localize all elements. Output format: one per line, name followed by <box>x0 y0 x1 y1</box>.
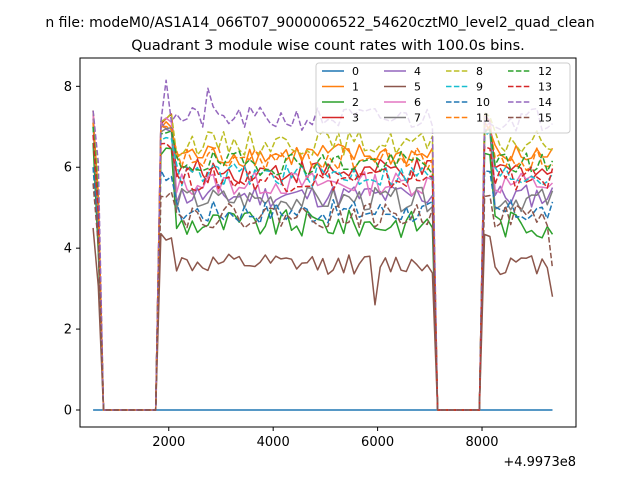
legend-label-8: 8 <box>476 65 483 78</box>
legend-label-7: 7 <box>414 112 421 125</box>
legend-label-2: 2 <box>352 96 359 109</box>
y-tick-label-4: 8 <box>64 80 72 95</box>
legend-label-9: 9 <box>476 81 483 94</box>
legend-label-4: 4 <box>414 65 421 78</box>
y-tick-label-2: 4 <box>64 242 72 257</box>
x-tick-label-3: 8000 <box>465 435 498 450</box>
y-tick-label-0: 0 <box>64 404 72 419</box>
legend-label-1: 1 <box>352 81 359 94</box>
y-axis: 0 2 4 6 8 <box>64 80 80 419</box>
legend-label-10: 10 <box>476 96 490 109</box>
legend-box <box>315 62 571 134</box>
legend-label-11: 11 <box>476 112 490 125</box>
y-tick-label-1: 2 <box>64 323 72 338</box>
series-line-12 <box>92 126 554 411</box>
legend-label-5: 5 <box>414 81 421 94</box>
legend-label-14: 14 <box>538 96 552 109</box>
legend-label-15: 15 <box>538 112 552 125</box>
legend-label-0: 0 <box>352 65 359 78</box>
x-tick-label-0: 2000 <box>152 435 185 450</box>
series-line-15 <box>92 183 554 411</box>
legend-label-13: 13 <box>538 81 552 94</box>
legend-label-12: 12 <box>538 65 552 78</box>
legend-label-6: 6 <box>414 96 421 109</box>
legend-label-3: 3 <box>352 112 359 125</box>
chart-suptitle: n file: modeM0/AS1A14_066T07_9000006522_… <box>45 15 594 31</box>
y-tick-label-3: 6 <box>64 161 72 176</box>
series-line-13 <box>92 134 554 411</box>
x-tick-label-1: 4000 <box>257 435 290 450</box>
x-axis: 2000 4000 6000 8000 <box>152 427 499 450</box>
x-offset-text: +4.9973e8 <box>503 455 576 470</box>
chart-title: Quadrant 3 module wise count rates with … <box>131 38 525 54</box>
x-tick-label-2: 6000 <box>361 435 394 450</box>
axes-frame <box>79 57 577 428</box>
